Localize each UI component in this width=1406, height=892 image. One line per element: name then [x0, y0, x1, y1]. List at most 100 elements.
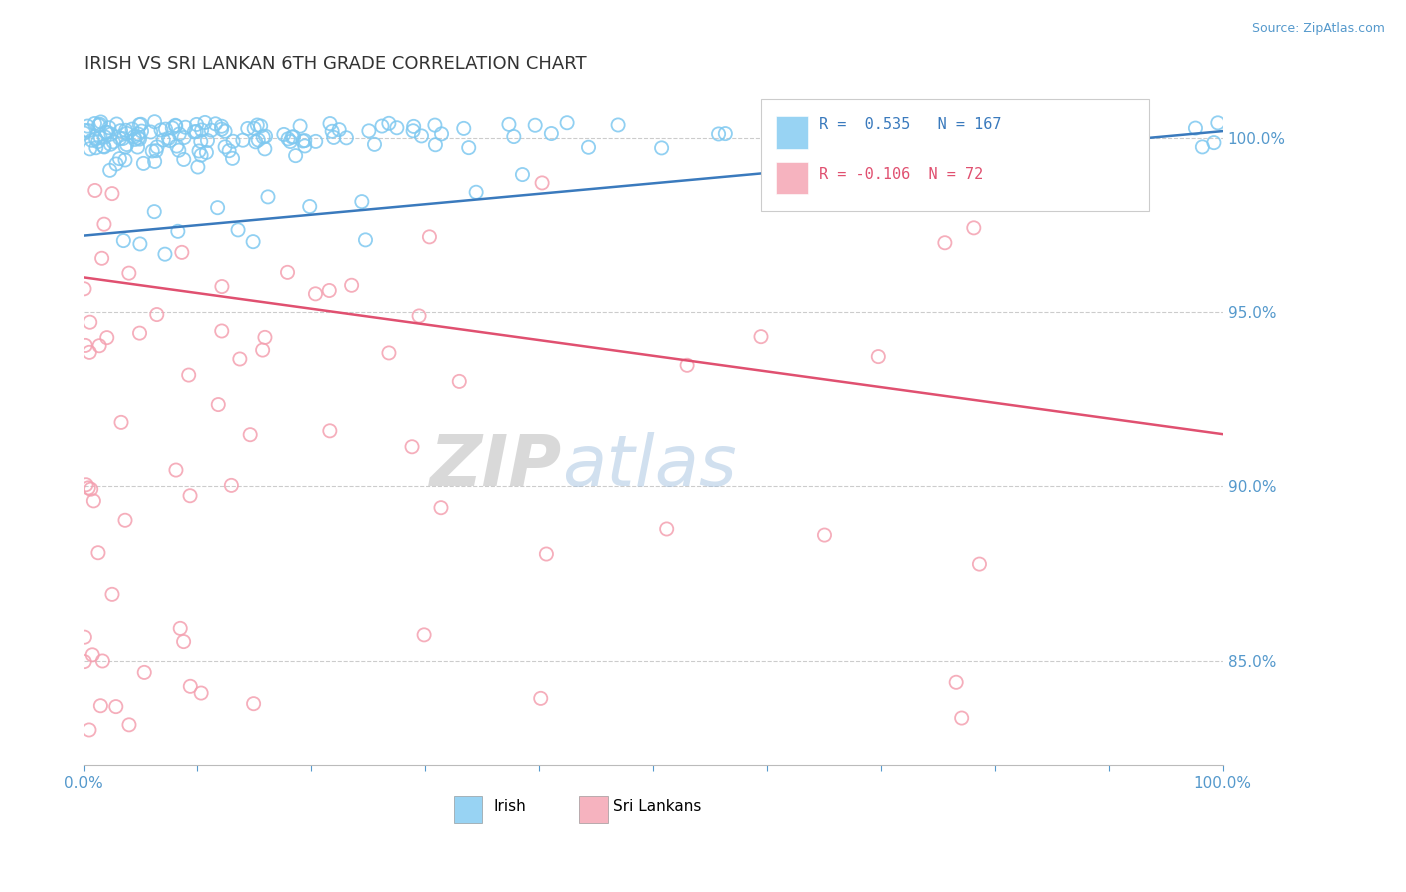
Point	[73, 126, 96, 140]
Point	[222, 134, 245, 148]
Point	[328, 122, 350, 136]
Point	[502, 129, 524, 144]
Point	[141, 144, 163, 158]
Point	[354, 233, 377, 247]
Point	[430, 127, 453, 141]
Point	[87, 546, 110, 560]
Point	[89, 698, 111, 713]
Point	[146, 140, 169, 154]
Point	[121, 122, 143, 136]
Point	[173, 130, 195, 145]
Point	[763, 141, 786, 155]
Point	[1206, 116, 1229, 130]
Point	[1085, 115, 1108, 129]
Point	[174, 120, 197, 135]
Point	[73, 282, 96, 296]
Point	[207, 398, 229, 412]
Point	[204, 117, 226, 131]
Point	[166, 139, 188, 153]
Point	[340, 278, 363, 293]
Point	[291, 134, 314, 148]
Point	[284, 148, 307, 162]
Point	[127, 130, 149, 145]
Point	[1184, 121, 1206, 136]
Point	[239, 427, 262, 442]
Point	[221, 152, 243, 166]
Point	[94, 130, 117, 145]
Point	[105, 157, 128, 171]
Point	[187, 160, 209, 174]
Point	[335, 130, 357, 145]
Point	[131, 124, 153, 138]
Point	[143, 114, 166, 128]
Point	[152, 133, 174, 147]
Point	[655, 522, 678, 536]
Point	[118, 266, 141, 280]
Point	[498, 117, 520, 131]
Point	[83, 184, 105, 198]
Point	[90, 115, 112, 129]
Point	[91, 654, 114, 668]
Point	[134, 665, 156, 680]
Point	[101, 587, 124, 601]
Point	[868, 350, 890, 364]
Point	[90, 252, 112, 266]
Point	[153, 247, 176, 261]
Point	[401, 440, 423, 454]
Point	[115, 137, 138, 152]
Point	[194, 115, 217, 129]
Point	[124, 132, 146, 146]
Point	[101, 135, 124, 149]
Point	[104, 699, 127, 714]
Point	[73, 630, 96, 644]
Point	[84, 132, 107, 146]
Point	[77, 345, 100, 359]
Point	[245, 135, 267, 149]
Point	[127, 140, 149, 154]
Point	[77, 123, 100, 137]
Point	[651, 141, 673, 155]
Point	[89, 117, 111, 131]
Point	[87, 135, 110, 149]
Point	[98, 163, 121, 178]
Point	[385, 120, 408, 135]
Point	[236, 121, 259, 136]
Point	[77, 723, 100, 737]
Point	[319, 117, 342, 131]
Point	[578, 140, 600, 154]
Point	[186, 124, 208, 138]
Point	[378, 346, 401, 360]
Point	[157, 131, 180, 145]
Point	[676, 359, 699, 373]
FancyBboxPatch shape	[776, 116, 808, 149]
Point	[76, 119, 98, 133]
Point	[101, 186, 124, 201]
Point	[402, 120, 425, 134]
Point	[197, 134, 219, 148]
Point	[169, 621, 191, 635]
FancyBboxPatch shape	[776, 161, 808, 194]
Point	[183, 125, 205, 139]
Point	[555, 116, 578, 130]
Point	[211, 122, 233, 136]
Point	[257, 190, 280, 204]
Point	[418, 230, 440, 244]
Point	[83, 116, 105, 130]
Point	[853, 127, 876, 141]
Point	[1063, 123, 1085, 137]
Point	[170, 245, 193, 260]
Point	[94, 125, 117, 139]
Point	[188, 144, 211, 158]
Point	[783, 132, 806, 146]
Point	[128, 236, 150, 251]
Point	[169, 127, 191, 141]
Point	[155, 122, 177, 136]
Point	[79, 142, 101, 156]
Point	[89, 130, 111, 145]
Point	[115, 127, 138, 141]
Point	[207, 201, 229, 215]
Point	[111, 131, 134, 145]
Text: Source: ZipAtlas.com: Source: ZipAtlas.com	[1251, 22, 1385, 36]
Point	[253, 330, 276, 344]
Point	[200, 123, 222, 137]
